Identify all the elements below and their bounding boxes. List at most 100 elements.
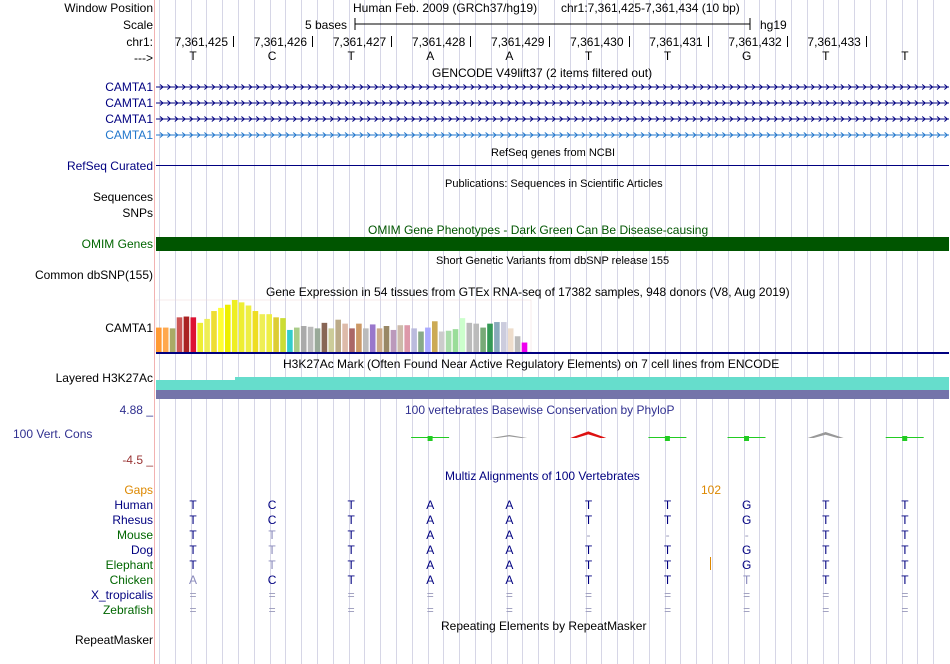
cons-label[interactable]: 100 Vert. Cons [13,427,93,441]
gtex-tissue-bar[interactable] [307,326,314,352]
strand-chevron [218,84,223,90]
gaps-label[interactable]: Gaps [124,483,153,497]
gtex-tissue-bar[interactable] [425,327,431,352]
gtex-tissue-bar[interactable] [280,318,286,352]
gtex-tissue-bar[interactable] [432,321,438,352]
gtex-tissue-bar[interactable] [487,323,493,352]
h3k27ac-signal[interactable] [235,377,949,390]
refseq-label[interactable]: RefSeq Curated [66,159,153,173]
gtex-tissue-bar[interactable] [404,325,410,352]
phylop-base-mark[interactable] [491,435,528,438]
gencode-item-label[interactable]: CAMTA1 [105,96,153,110]
gtex-tissue-bar[interactable] [204,318,210,352]
gtex-tissue-bar[interactable] [459,318,466,352]
gtex-tissue-bar[interactable] [211,311,217,352]
gencode-item-label[interactable]: CAMTA1 [105,112,153,126]
strand-chevron [818,84,823,90]
gtex-tissue-bar[interactable] [452,329,459,352]
h3k27ac-signal[interactable] [156,380,235,390]
gtex-tissue-bar[interactable] [245,305,252,352]
species-label[interactable]: Chicken [109,573,153,587]
gtex-tissue-bar[interactable] [521,342,528,352]
gtex-tissue-bar[interactable] [252,311,259,352]
gtex-tissue-bar[interactable] [231,300,238,352]
gtex-tissue-bar[interactable] [176,317,183,352]
gtex-tissue-bar[interactable] [273,317,279,352]
gtex-tissue-bar[interactable] [369,324,376,352]
gtex-tissue-bar[interactable] [418,331,424,352]
gtex-tissue-bar[interactable] [356,323,362,352]
gtex-tissue-bar[interactable] [507,328,514,352]
gtex-tissue-bar[interactable] [321,322,328,352]
gtex-tissue-bar[interactable] [342,323,348,352]
h3k27ac-signal-2[interactable] [156,390,949,399]
strand-chevron [655,116,660,122]
phylop-base-mark[interactable] [727,436,766,441]
gtex-tissue-bar[interactable] [480,327,486,352]
refseq-line[interactable] [156,165,949,166]
gtex-tissue-bar[interactable] [363,328,369,352]
grid-line [570,0,571,664]
phylop-base-mark[interactable] [648,436,687,441]
gtex-tissue-bar[interactable] [383,326,390,352]
gtex-tissue-bar[interactable] [445,330,452,352]
gtex-tissue-bar[interactable] [218,307,224,352]
gtex-tissue-bar[interactable] [225,304,231,352]
gtex-tissue-bar[interactable] [411,328,417,352]
common-dbsnp-label[interactable]: Common dbSNP(155) [34,268,153,282]
gtex-tissue-bar[interactable] [397,325,404,352]
phylop-base-mark[interactable] [807,432,844,438]
gtex-tissue-bar[interactable] [190,317,197,352]
species-label[interactable]: X_tropicalis [90,588,153,602]
gencode-item-label[interactable]: CAMTA1 [105,128,153,142]
gtex-tissue-bar[interactable] [466,322,473,352]
gtex-tissue-bar[interactable] [335,319,341,352]
gtex-tissue-bar[interactable] [169,328,176,352]
h3k27ac-label[interactable]: Layered H3K27Ac [55,371,153,385]
omim-bar[interactable] [156,237,949,251]
gtex-tissue-bar[interactable] [501,322,507,352]
gtex-tissue-bar[interactable] [376,328,383,352]
gtex-tissue-bar[interactable] [266,314,272,352]
gtex-tissue-bar[interactable] [183,316,190,352]
gtex-tissue-bar[interactable] [197,322,203,352]
gtex-tissue-bar[interactable] [287,329,293,352]
gtex-tissue-bar[interactable] [328,328,335,352]
gtex-tissue-bar[interactable] [156,327,162,352]
gtex-tissue-bar[interactable] [314,328,321,352]
gtex-tissue-bar[interactable] [349,328,355,352]
gtex-tissue-bar[interactable] [259,314,266,352]
strand-chevron [196,132,201,138]
omim-label[interactable]: OMIM Genes [81,237,153,251]
gtex-tissue-bar[interactable] [162,327,169,352]
species-label[interactable]: Elephant [105,558,153,572]
phylop-base-mark[interactable] [885,436,924,441]
gtex-tissue-bar[interactable] [238,302,245,352]
phylop-base-mark[interactable] [411,436,450,441]
gtex-tissue-bar[interactable] [438,331,445,352]
gtex-tissue-bar[interactable] [473,323,479,352]
species-label[interactable]: Mouse [116,528,153,542]
species-label[interactable]: Dog [130,543,153,557]
strand-chevron [714,84,719,90]
repeatmasker-label[interactable]: RepeatMasker [74,633,153,647]
phylop-base-mark[interactable] [570,431,607,438]
species-label[interactable]: Human [114,498,153,512]
species-label[interactable]: Rhesus [112,513,153,527]
gtex-tissue-bar[interactable] [300,326,307,352]
gtex-tissue-bar[interactable] [294,327,300,352]
species-label[interactable]: Zebrafish [102,603,153,617]
snps-label[interactable]: SNPs [122,206,153,220]
gtex-tissue-bar[interactable] [494,322,500,352]
gtex-tissue-bar[interactable] [390,329,397,352]
gencode-item-label[interactable]: CAMTA1 [105,80,153,94]
gtex-label[interactable]: CAMTA1 [105,321,153,335]
sequences-label[interactable]: Sequences [92,190,153,204]
gtex-tissue-bar[interactable] [514,336,521,352]
